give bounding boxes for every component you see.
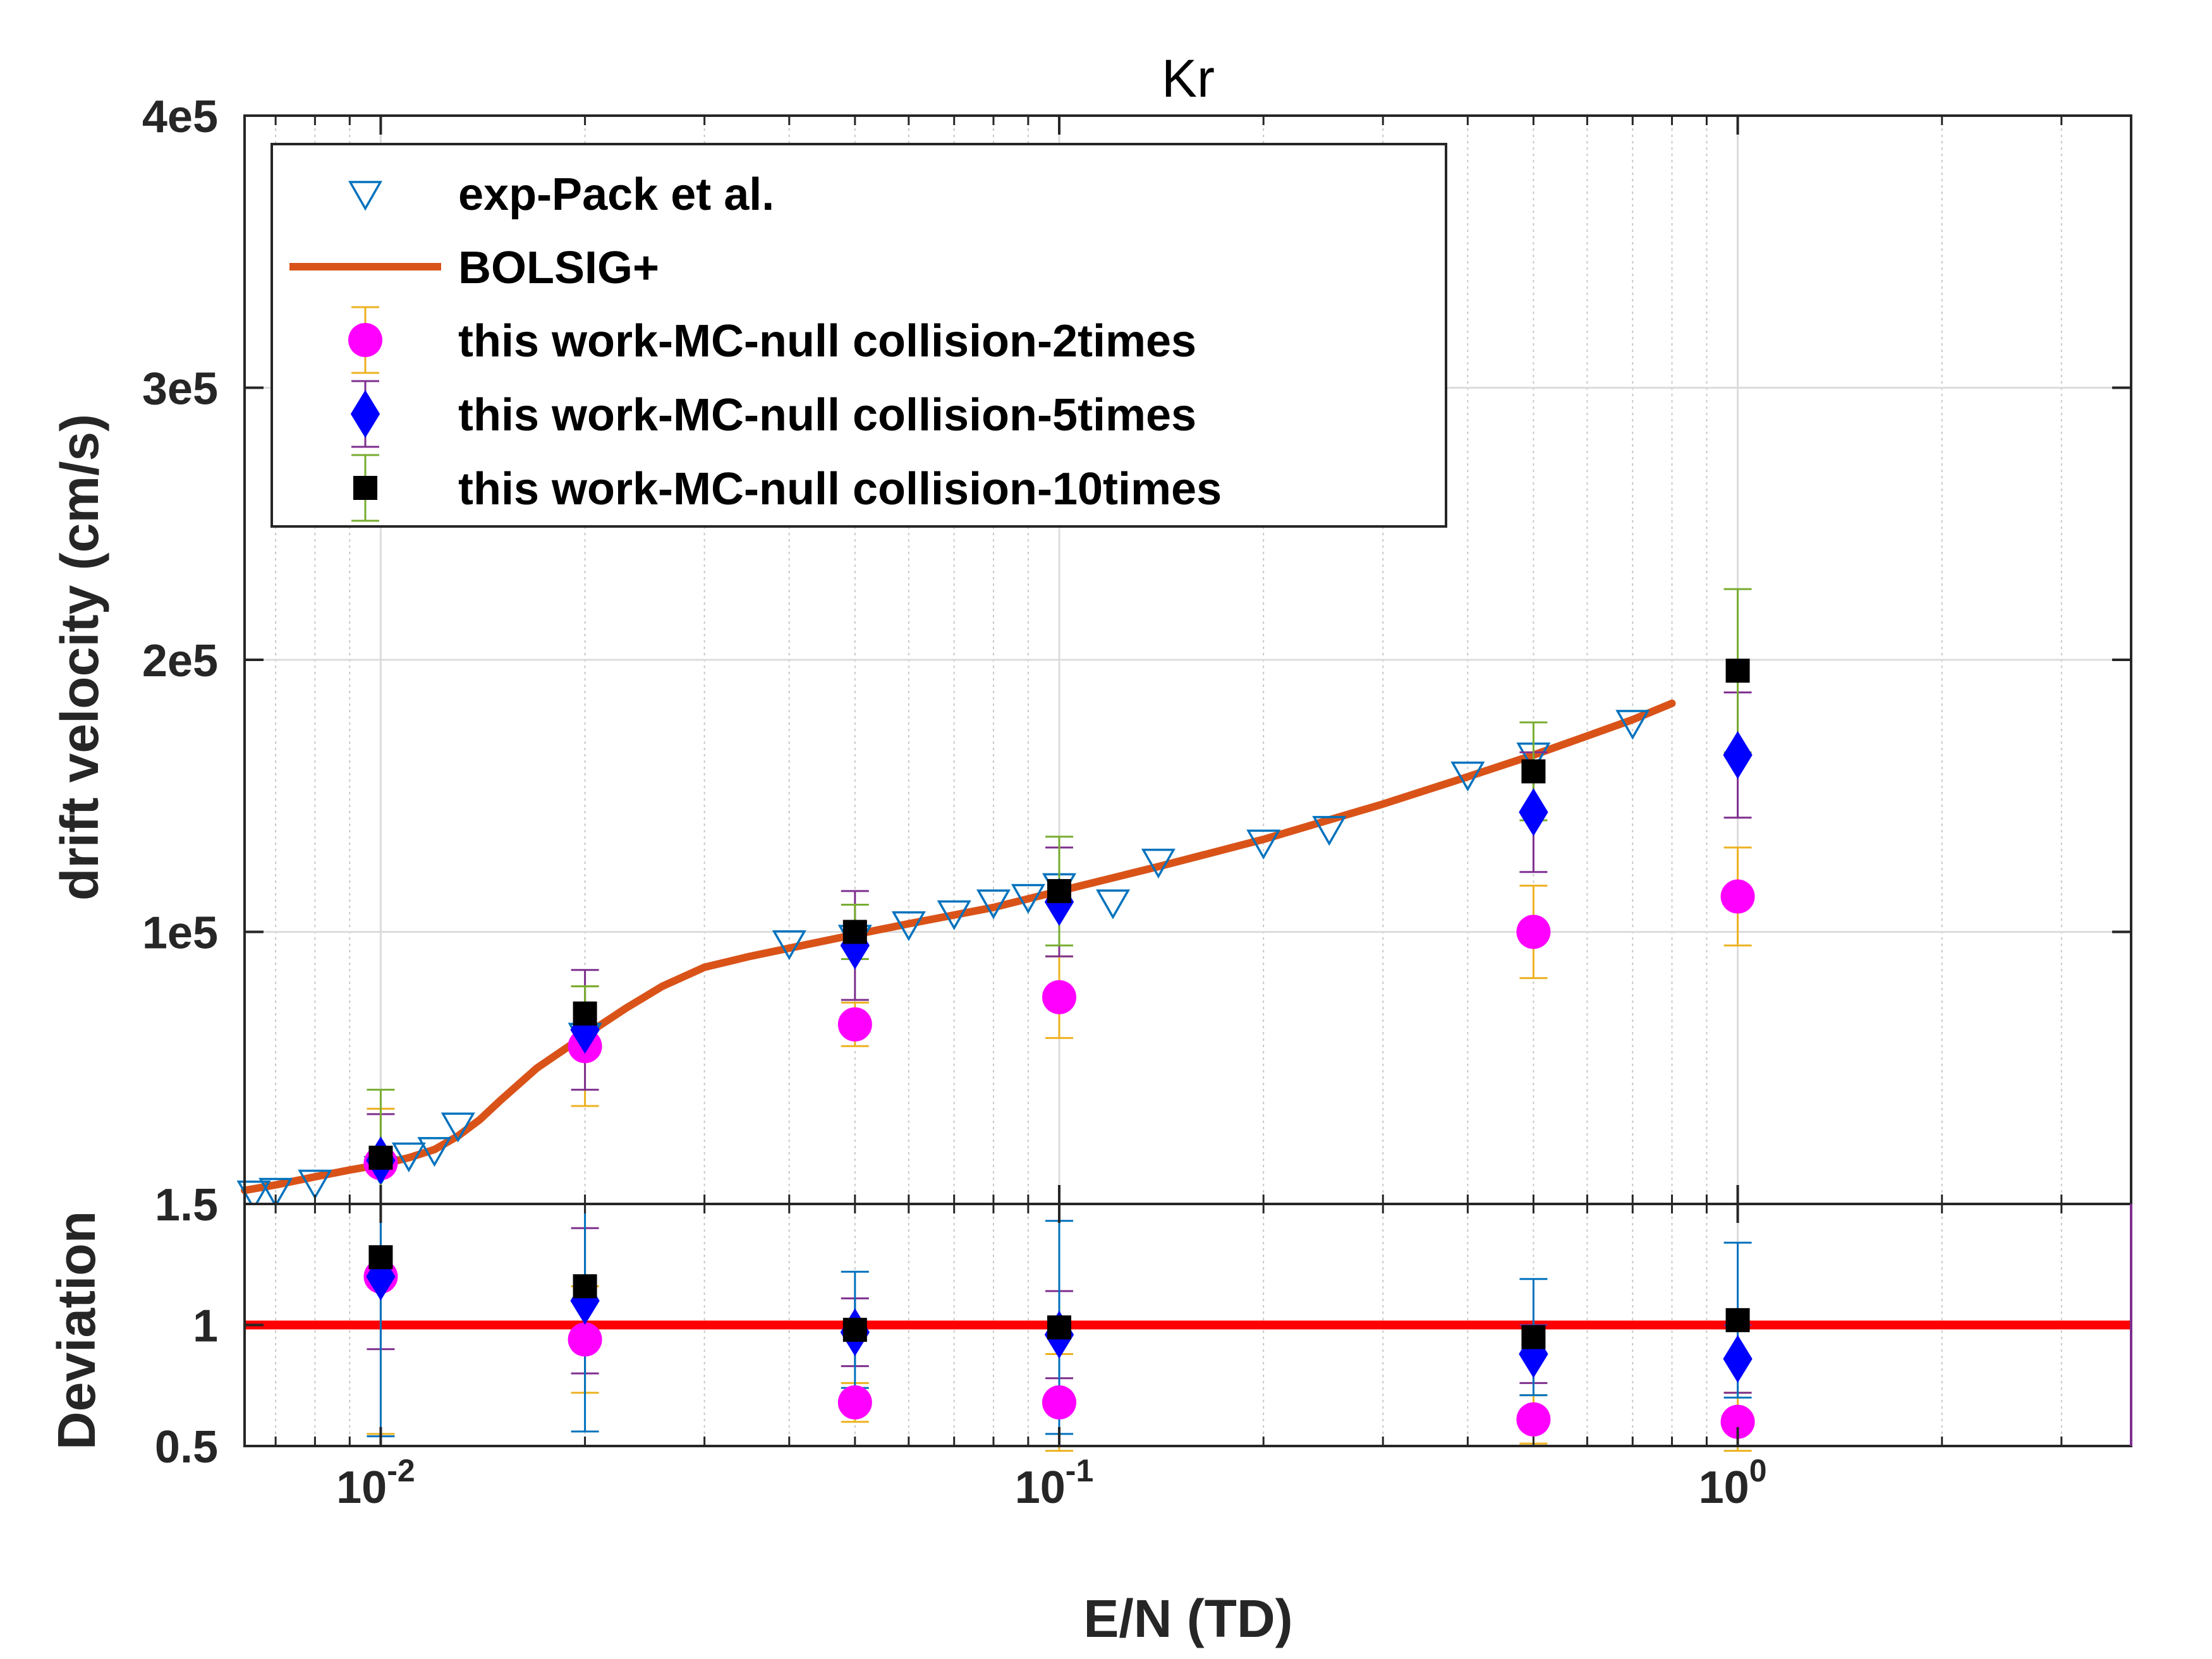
main-data bbox=[236, 588, 1755, 1227]
triangle-marker bbox=[298, 1169, 332, 1200]
triangle-marker bbox=[1011, 884, 1045, 915]
legend-items: exp-Pack et al. BOLSIG+ this work-MC-null … bbox=[289, 169, 1222, 522]
square-marker bbox=[573, 1001, 597, 1026]
triangle-marker bbox=[441, 1112, 475, 1143]
legend-label: BOLSIG+ bbox=[458, 243, 659, 293]
triangle-marker bbox=[772, 930, 806, 961]
deviation-y-tick-label: 1.5 bbox=[155, 1180, 218, 1231]
main-ticks bbox=[245, 114, 2131, 1205]
square-marker bbox=[368, 1245, 393, 1270]
circle-marker bbox=[1042, 1385, 1076, 1420]
deviation-axes: 0.5 1 1.5 bbox=[155, 1180, 2132, 1473]
deviation-y-tick-label: 1 bbox=[193, 1301, 218, 1352]
triangle-marker bbox=[391, 1142, 426, 1173]
legend-item: this work-MC-null collision-2times bbox=[348, 306, 1196, 374]
triangle-marker bbox=[348, 181, 383, 211]
circle-marker bbox=[837, 1385, 872, 1420]
deviation-ticks bbox=[245, 1203, 2063, 1447]
x-tick-label: 10-2 bbox=[336, 1453, 415, 1513]
circle-marker bbox=[1516, 1402, 1551, 1437]
diamond-marker bbox=[1723, 1335, 1753, 1383]
square-marker bbox=[1521, 1325, 1546, 1349]
square-marker bbox=[368, 1145, 393, 1170]
triangle-marker bbox=[1141, 848, 1176, 879]
circle-marker bbox=[1720, 879, 1755, 914]
square-marker bbox=[842, 1318, 867, 1342]
legend-item: exp-Pack et al. bbox=[348, 169, 774, 220]
x-tick-label-exponent: 0 bbox=[1749, 1453, 1767, 1488]
circle-marker bbox=[1720, 1404, 1755, 1439]
circle-marker bbox=[568, 1322, 602, 1357]
y-axis-label: drift velocity (cm/s) bbox=[50, 414, 109, 901]
x-tick-label-base: 10 bbox=[1699, 1462, 1749, 1513]
triangle-marker bbox=[976, 889, 1011, 920]
triangle-marker bbox=[1312, 816, 1347, 846]
triangle-marker bbox=[1615, 710, 1650, 740]
x-tick-label-base: 10 bbox=[336, 1462, 387, 1513]
x-tick-label: 10-1 bbox=[1015, 1453, 1094, 1513]
x-tick-label-exponent: -2 bbox=[387, 1453, 415, 1488]
deviation-y-tick-labels: 0.5 1 1.5 bbox=[155, 1180, 218, 1473]
triangle-marker bbox=[1246, 829, 1281, 860]
triangle-marker bbox=[891, 911, 926, 942]
triangle-marker bbox=[258, 1177, 293, 1208]
triangle-marker bbox=[417, 1137, 452, 1167]
chart-title: Kr bbox=[1162, 49, 1215, 108]
legend: exp-Pack et al. BOLSIG+ this work-MC-null … bbox=[270, 143, 1447, 528]
triangle-marker bbox=[1095, 889, 1131, 920]
square-marker bbox=[842, 920, 867, 944]
square-marker bbox=[1047, 878, 1071, 903]
diamond-marker bbox=[1723, 731, 1753, 779]
legend-item: this work-MC-null collision-10times bbox=[351, 454, 1222, 522]
legend-label: this work-MC-null collision-10times bbox=[458, 464, 1222, 514]
square-marker bbox=[1521, 759, 1546, 784]
legend-box bbox=[270, 143, 1447, 528]
y-tick-label: 1e5 bbox=[142, 908, 218, 959]
triangle-marker bbox=[937, 900, 971, 930]
y-tick-label: 4e5 bbox=[142, 92, 218, 142]
triangle-marker bbox=[236, 1181, 271, 1211]
square-marker bbox=[1725, 659, 1750, 683]
y-tick-label: 2e5 bbox=[142, 636, 218, 686]
main-y-tick-labels: 1e5 2e5 3e5 4e5 bbox=[142, 92, 218, 959]
x-tick-label-base: 10 bbox=[1015, 1462, 1066, 1513]
deviation-axis-label: Deviation bbox=[47, 1211, 106, 1450]
legend-label: exp-Pack et al. bbox=[458, 169, 774, 220]
deviation-y-tick-label: 0.5 bbox=[155, 1422, 218, 1473]
x-axis-label: E/N (TD) bbox=[1083, 1589, 1292, 1648]
x-tick-label: 100 bbox=[1699, 1453, 1767, 1513]
square-marker bbox=[1725, 1308, 1750, 1332]
circle-marker bbox=[1042, 980, 1076, 1014]
legend-item: this work-MC-null collision-5times bbox=[350, 380, 1196, 448]
square-marker bbox=[573, 1274, 597, 1299]
legend-label: this work-MC-null collision-2times bbox=[458, 316, 1196, 367]
square-marker bbox=[353, 476, 377, 500]
triangle-marker bbox=[1450, 762, 1485, 792]
x-tick-label-exponent: -1 bbox=[1066, 1453, 1093, 1488]
circle-marker bbox=[1516, 915, 1551, 949]
circle-marker bbox=[837, 1007, 872, 1042]
square-marker bbox=[1047, 1315, 1071, 1340]
y-tick-label: 3e5 bbox=[142, 364, 218, 415]
diamond-marker bbox=[1519, 788, 1548, 836]
circle-marker bbox=[348, 323, 382, 357]
bolsig-line bbox=[241, 699, 1676, 1194]
x-tick-labels: 10-2 10-1 100 bbox=[336, 1453, 1766, 1513]
diamond-marker bbox=[350, 390, 380, 438]
legend-label: this work-MC-null collision-5times bbox=[458, 390, 1196, 441]
legend-item: BOLSIG+ bbox=[289, 243, 659, 293]
